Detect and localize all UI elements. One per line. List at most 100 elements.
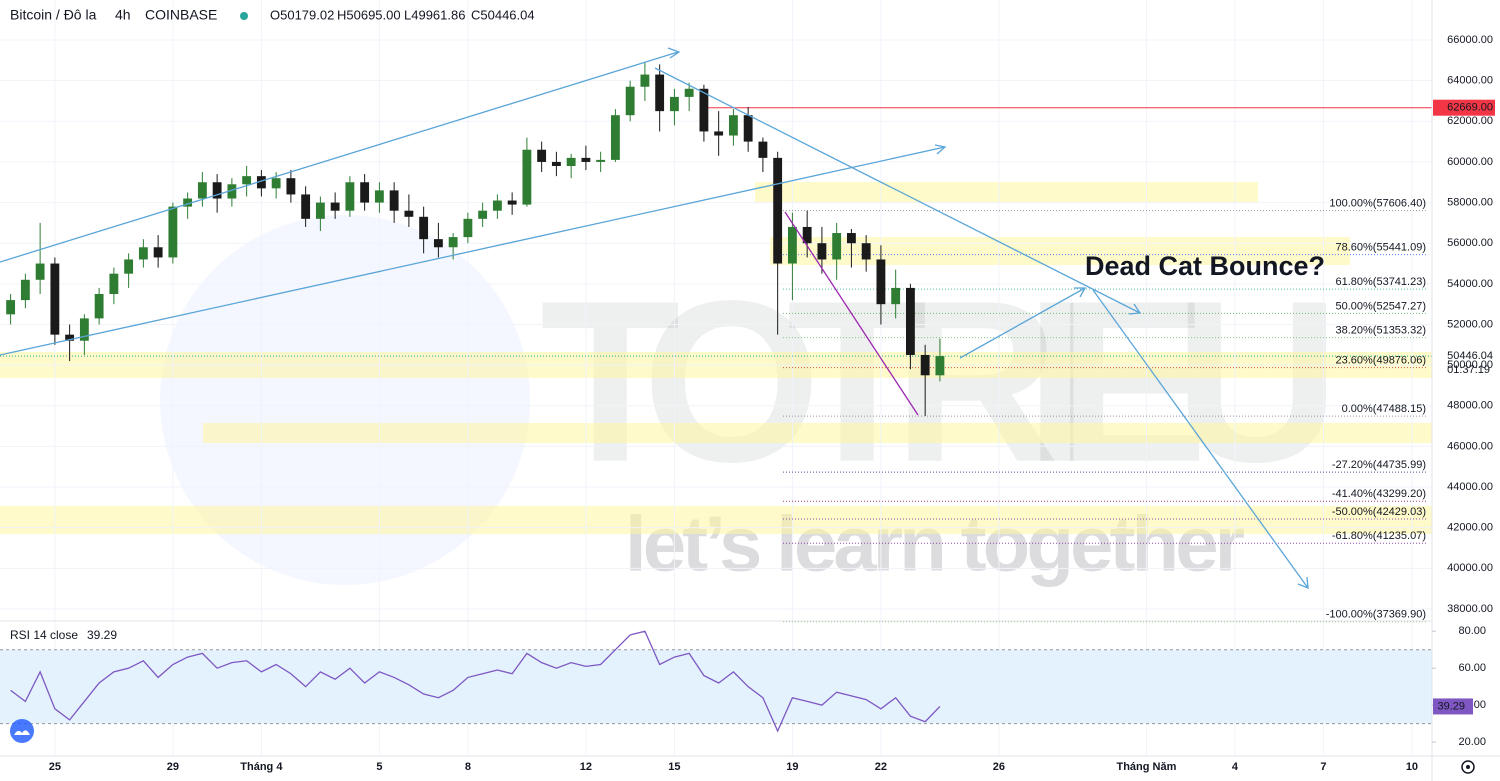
arrow-head bbox=[1074, 287, 1087, 298]
status-dot bbox=[240, 12, 248, 20]
candle-body bbox=[728, 115, 738, 136]
x-tick-label: 7 bbox=[1320, 761, 1326, 773]
fib-label: 61.80%(53741.23) bbox=[1335, 276, 1426, 288]
settings-button[interactable] bbox=[1461, 760, 1475, 774]
y-tick-label: 38000.00 bbox=[1447, 603, 1493, 615]
x-tick-label: 12 bbox=[580, 761, 592, 773]
zone bbox=[203, 423, 1432, 443]
annotation: Dead Cat Bounce? bbox=[1085, 251, 1325, 281]
rsi-tick-label: 60.00 bbox=[1458, 662, 1486, 674]
drawings bbox=[0, 47, 1309, 589]
rsi-tick-label: 20.00 bbox=[1458, 736, 1486, 748]
fib-label: -61.80%(41235.07) bbox=[1332, 530, 1426, 542]
candle-body bbox=[832, 233, 842, 260]
candle-body bbox=[640, 74, 650, 87]
header: Bitcoin / Đô la 4h COINBASE O50179.02 H5… bbox=[10, 7, 535, 23]
trend-line bbox=[654, 67, 1141, 314]
x-tick-label: 25 bbox=[49, 761, 61, 773]
candle-body bbox=[448, 237, 458, 248]
fib-label: 50.00%(52547.27) bbox=[1335, 300, 1426, 312]
x-tick-label: 22 bbox=[875, 761, 887, 773]
y-tick-label: 48000.00 bbox=[1447, 400, 1493, 412]
y-tick-label: 40000.00 bbox=[1447, 562, 1493, 574]
candle-body bbox=[109, 273, 119, 295]
fib-label: -100.00%(37369.90) bbox=[1326, 609, 1426, 621]
candle-body bbox=[935, 356, 945, 376]
candle-body bbox=[256, 176, 266, 189]
symbol: Bitcoin / Đô la bbox=[10, 7, 97, 23]
y-tick-label: 42000.00 bbox=[1447, 522, 1493, 534]
projection-arrow bbox=[959, 287, 1086, 359]
candle-body bbox=[566, 157, 576, 166]
tradingview-logo[interactable] bbox=[10, 719, 34, 743]
candle-body bbox=[315, 202, 325, 219]
arrow-head bbox=[934, 144, 947, 155]
arrow-head bbox=[1297, 576, 1309, 589]
candle-body bbox=[920, 354, 930, 376]
price-label-box bbox=[1433, 99, 1495, 116]
candle-body bbox=[286, 178, 296, 195]
candle-body bbox=[478, 210, 488, 219]
candle-body bbox=[891, 287, 901, 305]
fib-label: 0.00%(47488.15) bbox=[1342, 403, 1426, 415]
rsi-value: 39.29 bbox=[87, 628, 117, 642]
zone bbox=[0, 506, 1432, 534]
candle-body bbox=[861, 243, 871, 260]
fib-label: 78.60%(55441.09) bbox=[1335, 241, 1426, 253]
fibonacci: 100.00%(57606.40) 78.60%(55441.09) 61.80%(… bbox=[0, 107, 1432, 623]
y-tick-label: 44000.00 bbox=[1447, 481, 1493, 493]
candle-body bbox=[242, 176, 252, 185]
candle-body bbox=[197, 182, 207, 199]
x-tick-label: 10 bbox=[1406, 761, 1418, 773]
candle-body bbox=[433, 239, 443, 248]
candle-body bbox=[802, 226, 812, 244]
ohlc-close: C50446.04 bbox=[471, 7, 535, 22]
trend-line bbox=[0, 146, 946, 356]
y-tick-label: 58000.00 bbox=[1447, 196, 1493, 208]
candle-body bbox=[773, 157, 783, 264]
ohlc-low: L49961.86 bbox=[404, 7, 465, 22]
watermark-logo bbox=[160, 215, 530, 585]
candle-body bbox=[625, 86, 635, 116]
x-tick-label: 19 bbox=[786, 761, 798, 773]
candle-body bbox=[345, 182, 355, 211]
candle-body bbox=[168, 206, 178, 258]
candle-body bbox=[905, 287, 915, 355]
candle-body bbox=[655, 74, 665, 112]
x-tick-label: Tháng 4 bbox=[240, 761, 283, 773]
fib-label: -41.40%(43299.20) bbox=[1332, 488, 1426, 500]
y-tick-label: 50000.00 bbox=[1447, 359, 1493, 371]
x-tick-label: 8 bbox=[465, 761, 471, 773]
candle-body bbox=[124, 259, 134, 274]
rsi-line bbox=[10, 630, 941, 733]
x-tick-label: 29 bbox=[167, 761, 179, 773]
candle-body bbox=[669, 96, 679, 112]
zone bbox=[755, 182, 1258, 202]
candle-body bbox=[271, 178, 281, 189]
x-tick-label: 26 bbox=[993, 761, 1005, 773]
candle-body bbox=[758, 141, 768, 158]
y-tick-label: 52000.00 bbox=[1447, 318, 1493, 330]
trend-line bbox=[0, 51, 679, 263]
rsi-tick-label: 80.00 bbox=[1458, 625, 1486, 637]
candle-body bbox=[212, 182, 222, 199]
fib-label: -50.00%(42429.03) bbox=[1332, 506, 1426, 518]
rsi-value-box bbox=[1433, 698, 1473, 715]
axes: 38000.00 40000.00 42000.00 44000.00 46000.00… bbox=[49, 34, 1495, 773]
gear-center bbox=[1466, 765, 1470, 769]
candle-body bbox=[374, 190, 384, 203]
candle-body bbox=[787, 226, 797, 264]
candle-body bbox=[153, 247, 163, 258]
candle-body bbox=[537, 149, 547, 162]
candle-body bbox=[301, 194, 311, 219]
candle-body bbox=[6, 300, 16, 315]
candle-body bbox=[360, 182, 370, 203]
candle-body bbox=[50, 263, 60, 335]
logo[interactable] bbox=[10, 719, 34, 743]
candle-body bbox=[20, 279, 30, 301]
gear[interactable] bbox=[1461, 760, 1475, 774]
y-tick-label: 56000.00 bbox=[1447, 237, 1493, 249]
candle-body bbox=[330, 202, 340, 211]
candle-body bbox=[463, 218, 473, 238]
rsi-pane: RSI 14 close 39.29 bbox=[0, 628, 1432, 733]
